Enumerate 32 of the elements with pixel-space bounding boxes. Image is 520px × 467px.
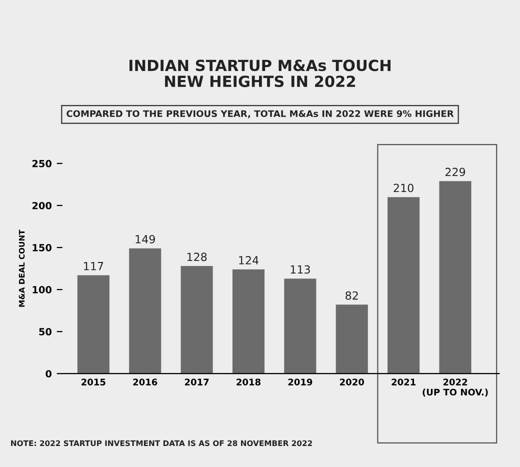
data-label: 128	[187, 252, 207, 262]
x-tick-label: 2016	[133, 378, 158, 386]
data-label: 82	[346, 291, 358, 300]
x-tick-label: 2017	[184, 378, 209, 386]
x-tick-label: 2019	[288, 378, 312, 386]
y-tick-label: 250	[32, 160, 52, 168]
bar	[232, 269, 265, 374]
bar	[388, 197, 420, 374]
bar	[336, 304, 368, 374]
data-label: 124	[239, 256, 258, 264]
bar	[77, 275, 110, 374]
bar	[284, 278, 316, 374]
y-tick-label: 200	[32, 202, 52, 210]
x-tick-label: 2015	[82, 378, 106, 386]
bar	[180, 266, 213, 374]
y-tick-label: 150	[32, 244, 52, 252]
data-label: 229	[445, 168, 466, 176]
data-label: 113	[290, 265, 310, 274]
data-label: 117	[84, 262, 104, 270]
bar	[439, 181, 472, 374]
y-tick-label: 100	[32, 286, 52, 294]
data-label: 149	[136, 235, 155, 244]
chart-title: INDIAN STARTUP M&As TOUCH NEW HEIGHTS IN 2022	[129, 60, 391, 88]
chart-subtitle: COMPARED TO THE PREVIOUS YEAR, TOTAL M&As IN 2022 WERE 9% HIGHER	[66, 110, 454, 118]
x-tick-label: 2021	[392, 378, 416, 386]
x-tick-label: 2020	[340, 378, 364, 386]
x-tick-label: 2018	[236, 378, 260, 386]
y-tick-label: 0	[46, 370, 52, 378]
y-tick-label: 50	[39, 328, 52, 336]
bar	[129, 248, 162, 374]
data-label: 210	[394, 184, 414, 192]
x-tick-label: 2022 (UP TO NOV.)	[422, 378, 488, 397]
